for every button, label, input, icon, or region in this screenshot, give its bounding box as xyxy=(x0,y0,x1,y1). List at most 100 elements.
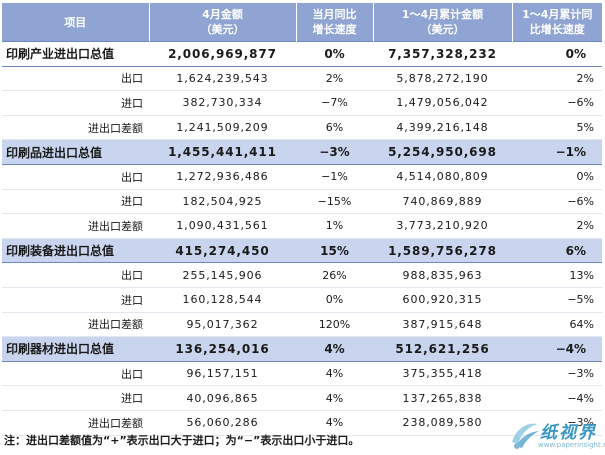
cumulative-yoy-cell: 2% xyxy=(512,66,602,92)
table-row: 进口 160,128,544 0% 600,920,315 −5% xyxy=(2,287,602,313)
logo-name: 纸视界 xyxy=(540,423,597,443)
row-label: 印刷品进出口总值 xyxy=(2,139,149,165)
april-yoy-cell: −1% xyxy=(296,164,373,190)
row-label: 出口 xyxy=(2,361,149,387)
row-label: 进口 xyxy=(2,90,149,116)
row-label: 进出口差额 xyxy=(2,410,149,436)
april-amount-cell: 182,504,925 xyxy=(149,189,296,215)
cumulative-yoy-cell: 0% xyxy=(512,41,602,67)
logo-swoosh-icon xyxy=(512,423,539,449)
table-row: 进出口差额 95,017,362 120% 387,915,648 64% xyxy=(2,312,602,338)
april-amount-cell: 1,455,441,411 xyxy=(149,139,296,165)
cumulative-yoy-cell: 13% xyxy=(512,262,602,288)
cumulative-yoy-cell: −6% xyxy=(512,189,602,215)
row-label: 印刷装备进出口总值 xyxy=(2,237,149,264)
table-row: 进口 40,096,865 4% 137,265,838 −4% xyxy=(2,385,602,411)
cumulative-amount-cell: 387,915,648 xyxy=(373,312,512,338)
april-amount-cell: 1,624,239,543 xyxy=(149,66,296,92)
table-row: 进口 382,730,334 −7% 1,479,056,042 −6% xyxy=(2,90,602,116)
april-yoy-cell: 4% xyxy=(296,410,373,436)
april-amount-cell: 1,272,936,486 xyxy=(149,164,296,190)
cumulative-amount-cell: 3,773,210,920 xyxy=(373,213,512,239)
cumulative-amount-cell: 4,399,216,148 xyxy=(373,115,512,141)
watermark-logo: 纸视界 www.paperinsight.net xyxy=(508,418,605,454)
cumulative-amount-cell: 375,355,418 xyxy=(373,361,512,387)
april-yoy-cell: 2% xyxy=(296,66,373,92)
cumulative-amount-cell: 740,869,889 xyxy=(373,189,512,215)
april-yoy-cell: 4% xyxy=(296,336,373,362)
april-yoy-cell: 15% xyxy=(296,237,373,264)
cumulative-amount-cell: 1,479,056,042 xyxy=(373,90,512,116)
april-amount-cell: 415,274,450 xyxy=(149,237,296,264)
cumulative-yoy-cell: 5% xyxy=(512,115,602,141)
row-label: 进口 xyxy=(2,287,149,313)
april-yoy-cell: 4% xyxy=(296,361,373,387)
cumulative-amount-cell: 137,265,838 xyxy=(373,385,512,411)
logo-url: www.paperinsight.net xyxy=(538,441,605,449)
section-total-row: 印刷器材进出口总值 136,254,016 4% 512,621,256 −4% xyxy=(2,336,602,362)
table-row: 出口 96,157,151 4% 375,355,418 −3% xyxy=(2,361,602,387)
row-label: 进口 xyxy=(2,385,149,411)
april-yoy-cell: 0% xyxy=(296,41,373,67)
cumulative-yoy-cell: −3% xyxy=(512,361,602,387)
april-amount-cell: 255,145,906 xyxy=(149,262,296,288)
cumulative-yoy-cell: 0% xyxy=(512,164,602,190)
cumulative-yoy-cell: 2% xyxy=(512,213,602,239)
april-amount-cell: 96,157,151 xyxy=(149,361,296,387)
cumulative-yoy-cell: −3% xyxy=(512,410,602,436)
april-yoy-cell: 120% xyxy=(296,312,373,338)
cumulative-yoy-cell: 6% xyxy=(512,237,602,264)
cumulative-amount-cell: 7,357,328,232 xyxy=(373,41,512,67)
cumulative-amount-cell: 4,514,080,809 xyxy=(373,164,512,190)
row-label: 印刷产业进出口总值 xyxy=(2,41,149,67)
row-label: 出口 xyxy=(2,66,149,92)
row-label: 出口 xyxy=(2,164,149,190)
april-yoy-cell: −7% xyxy=(296,90,373,116)
cumulative-amount-cell: 1,589,756,278 xyxy=(373,237,512,264)
cumulative-yoy-cell: −1% xyxy=(512,139,602,165)
april-amount-cell: 95,017,362 xyxy=(149,312,296,338)
table-body: 印刷产业进出口总值 2,006,969,877 0% 7,357,328,232 0% 出… xyxy=(2,41,602,436)
header-april-amount: 4月金额 （美元） xyxy=(149,3,297,42)
april-amount-cell: 1,241,509,209 xyxy=(149,115,296,141)
april-amount-cell: 56,060,286 xyxy=(149,410,296,436)
april-amount-cell: 160,128,544 xyxy=(149,287,296,313)
section-total-row: 印刷装备进出口总值 415,274,450 15% 1,589,756,278 6% xyxy=(2,237,602,264)
april-amount-cell: 40,096,865 xyxy=(149,385,296,411)
april-amount-cell: 382,730,334 xyxy=(149,90,296,116)
row-label: 进出口差额 xyxy=(2,115,149,141)
header-cumulative-yoy: 1～4月累计同 比增长速度 xyxy=(512,3,602,42)
row-label: 印刷器材进出口总值 xyxy=(2,336,149,362)
april-amount-cell: 136,254,016 xyxy=(149,336,296,362)
header-cumulative-amount: 1～4月累计金额 （美元） xyxy=(373,3,513,42)
cumulative-amount-cell: 988,835,963 xyxy=(373,262,512,288)
april-yoy-cell: 6% xyxy=(296,115,373,141)
cumulative-amount-cell: 238,089,580 xyxy=(373,410,512,436)
trade-table: 项目 4月金额 （美元） 当月同比 增长速度 1～4月累计金额 （美元） 1～4… xyxy=(2,3,602,436)
cumulative-yoy-cell: −4% xyxy=(512,336,602,362)
table-row: 进出口差额 1,090,431,561 1% 3,773,210,920 2% xyxy=(2,213,602,239)
table-row: 出口 255,145,906 26% 988,835,963 13% xyxy=(2,262,602,288)
april-amount-cell: 1,090,431,561 xyxy=(149,213,296,239)
header-april-yoy: 当月同比 增长速度 xyxy=(296,3,374,42)
cumulative-amount-cell: 5,878,272,190 xyxy=(373,66,512,92)
april-yoy-cell: 4% xyxy=(296,385,373,411)
april-yoy-cell: 26% xyxy=(296,262,373,288)
footnote: 注：进出口差额值为“+”表示出口大于进口；为“−”表示出口小于进口。 xyxy=(4,434,360,447)
section-total-row: 印刷产业进出口总值 2,006,969,877 0% 7,357,328,232 0% xyxy=(2,41,602,67)
april-yoy-cell: 1% xyxy=(296,213,373,239)
cumulative-amount-cell: 600,920,315 xyxy=(373,287,512,313)
table-row: 出口 1,624,239,543 2% 5,878,272,190 2% xyxy=(2,66,602,92)
row-label: 进出口差额 xyxy=(2,213,149,239)
cumulative-yoy-cell: −4% xyxy=(512,385,602,411)
cumulative-yoy-cell: 64% xyxy=(512,312,602,338)
table-row: 进出口差额 56,060,286 4% 238,089,580 −3% xyxy=(2,410,602,436)
row-label: 出口 xyxy=(2,262,149,288)
cumulative-amount-cell: 5,254,950,698 xyxy=(373,139,512,165)
row-label: 进口 xyxy=(2,189,149,215)
section-total-row: 印刷品进出口总值 1,455,441,411 −3% 5,254,950,698 −1% xyxy=(2,139,602,165)
table-row: 出口 1,272,936,486 −1% 4,514,080,809 0% xyxy=(2,164,602,190)
cumulative-yoy-cell: −6% xyxy=(512,90,602,116)
header-item: 项目 xyxy=(2,3,150,42)
april-yoy-cell: 0% xyxy=(296,287,373,313)
